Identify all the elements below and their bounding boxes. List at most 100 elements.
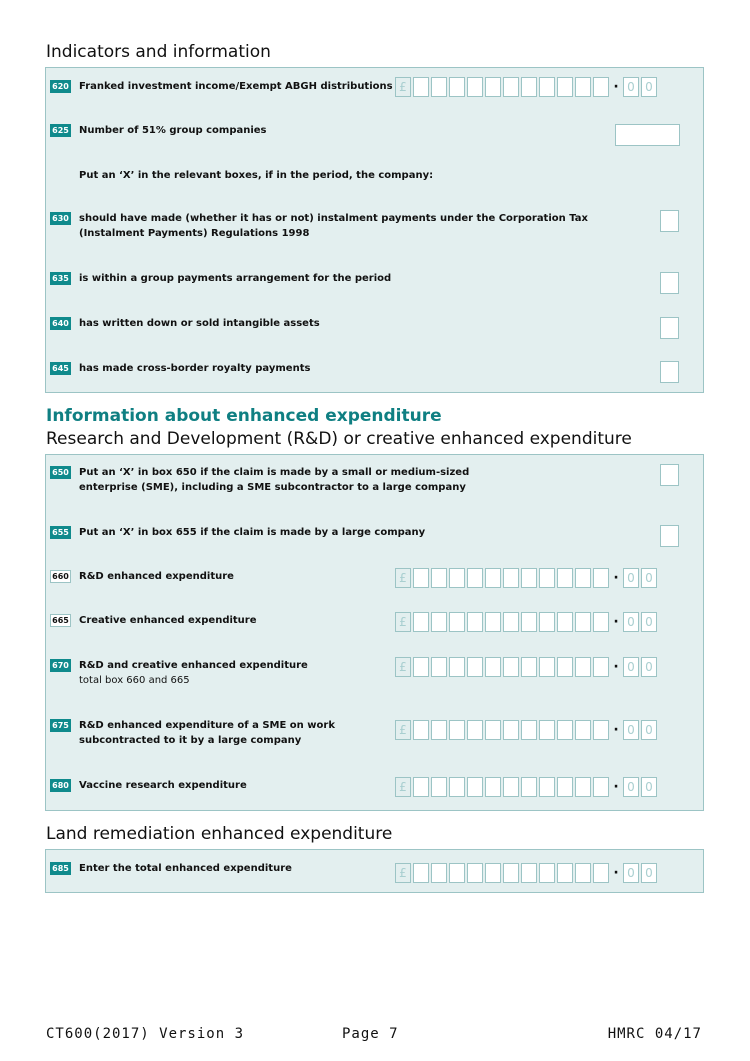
digit-box[interactable] xyxy=(539,76,555,97)
digit-box[interactable] xyxy=(593,567,609,588)
digit-box[interactable] xyxy=(431,776,447,797)
digit-box[interactable] xyxy=(575,76,591,97)
money-input-685[interactable]: £ · 0 0 xyxy=(395,862,659,883)
digit-box[interactable] xyxy=(503,611,519,632)
digit-box[interactable] xyxy=(485,611,501,632)
row-label: Franked investment income/Exempt ABGH di… xyxy=(79,81,393,92)
digit-box[interactable] xyxy=(557,719,573,740)
digit-box[interactable] xyxy=(539,719,555,740)
digit-box[interactable] xyxy=(449,862,465,883)
checkbox-645[interactable] xyxy=(660,361,679,383)
digit-box[interactable] xyxy=(431,611,447,632)
decimal-point: · xyxy=(613,778,619,795)
digit-box[interactable] xyxy=(575,776,591,797)
pence-box: 0 xyxy=(623,862,639,883)
checkbox-630[interactable] xyxy=(660,210,679,232)
digit-box[interactable] xyxy=(521,76,537,97)
digit-box[interactable] xyxy=(467,656,483,677)
digit-box[interactable] xyxy=(557,76,573,97)
digit-box[interactable] xyxy=(557,656,573,677)
digit-box[interactable] xyxy=(449,656,465,677)
money-input-620[interactable]: £ · 0 0 xyxy=(395,76,659,97)
money-input-660[interactable]: £ · 0 0 xyxy=(395,567,659,588)
digit-box[interactable] xyxy=(467,76,483,97)
digit-box[interactable] xyxy=(521,656,537,677)
digit-box[interactable] xyxy=(575,862,591,883)
digit-box[interactable] xyxy=(539,611,555,632)
digit-box[interactable] xyxy=(449,611,465,632)
money-input-665[interactable]: £ · 0 0 xyxy=(395,611,659,632)
checkbox-655[interactable] xyxy=(660,525,679,547)
checkbox-635[interactable] xyxy=(660,272,679,294)
digit-box[interactable] xyxy=(431,76,447,97)
digit-box[interactable] xyxy=(503,719,519,740)
box-number: 635 xyxy=(50,272,71,285)
digit-box[interactable] xyxy=(575,656,591,677)
digit-box[interactable] xyxy=(539,656,555,677)
digit-box[interactable] xyxy=(413,656,429,677)
digit-box[interactable] xyxy=(503,862,519,883)
box-number: 665 xyxy=(50,614,71,627)
digit-box[interactable] xyxy=(521,719,537,740)
digit-box[interactable] xyxy=(413,719,429,740)
digit-box[interactable] xyxy=(503,567,519,588)
digit-box[interactable] xyxy=(431,862,447,883)
digit-box[interactable] xyxy=(431,719,447,740)
digit-box[interactable] xyxy=(449,76,465,97)
digit-box[interactable] xyxy=(485,719,501,740)
digit-box[interactable] xyxy=(467,567,483,588)
digit-box[interactable] xyxy=(485,862,501,883)
digit-box[interactable] xyxy=(413,862,429,883)
digit-box[interactable] xyxy=(449,567,465,588)
digit-box[interactable] xyxy=(557,862,573,883)
digit-box[interactable] xyxy=(449,776,465,797)
digit-box[interactable] xyxy=(503,776,519,797)
row-label-line2: (Instalment Payments) Regulations 1998 xyxy=(79,228,310,239)
digit-box[interactable] xyxy=(413,567,429,588)
digit-box[interactable] xyxy=(521,567,537,588)
money-input-680[interactable]: £ · 0 0 xyxy=(395,776,659,797)
digit-box[interactable] xyxy=(467,776,483,797)
digit-box[interactable] xyxy=(593,776,609,797)
box-number: 645 xyxy=(50,362,71,375)
digit-box[interactable] xyxy=(449,719,465,740)
digit-box[interactable] xyxy=(485,76,501,97)
digit-box[interactable] xyxy=(413,611,429,632)
digit-box[interactable] xyxy=(503,76,519,97)
digit-box[interactable] xyxy=(485,656,501,677)
digit-box[interactable] xyxy=(575,567,591,588)
decimal-point: · xyxy=(613,78,619,95)
money-input-675[interactable]: £ · 0 0 xyxy=(395,719,659,740)
digit-box[interactable] xyxy=(467,719,483,740)
digit-box[interactable] xyxy=(593,656,609,677)
checkbox-650[interactable] xyxy=(660,464,679,486)
digit-box[interactable] xyxy=(521,776,537,797)
digit-box[interactable] xyxy=(467,862,483,883)
digit-box[interactable] xyxy=(575,719,591,740)
digit-box[interactable] xyxy=(521,611,537,632)
money-input-670[interactable]: £ · 0 0 xyxy=(395,656,659,677)
digit-box[interactable] xyxy=(467,611,483,632)
row-label: Put an ‘X’ in box 650 if the claim is ma… xyxy=(79,465,469,495)
digit-box[interactable] xyxy=(431,656,447,677)
checkbox-640[interactable] xyxy=(660,317,679,339)
digit-box[interactable] xyxy=(593,76,609,97)
digit-box[interactable] xyxy=(539,567,555,588)
digit-box[interactable] xyxy=(557,611,573,632)
group-companies-input[interactable] xyxy=(615,124,680,146)
digit-box[interactable] xyxy=(575,611,591,632)
digit-box[interactable] xyxy=(413,76,429,97)
digit-box[interactable] xyxy=(593,719,609,740)
digit-box[interactable] xyxy=(413,776,429,797)
digit-box[interactable] xyxy=(539,776,555,797)
digit-box[interactable] xyxy=(557,567,573,588)
digit-box[interactable] xyxy=(593,611,609,632)
digit-box[interactable] xyxy=(485,776,501,797)
digit-box[interactable] xyxy=(485,567,501,588)
digit-box[interactable] xyxy=(593,862,609,883)
digit-box[interactable] xyxy=(557,776,573,797)
digit-box[interactable] xyxy=(521,862,537,883)
digit-box[interactable] xyxy=(431,567,447,588)
digit-box[interactable] xyxy=(539,862,555,883)
digit-box[interactable] xyxy=(503,656,519,677)
